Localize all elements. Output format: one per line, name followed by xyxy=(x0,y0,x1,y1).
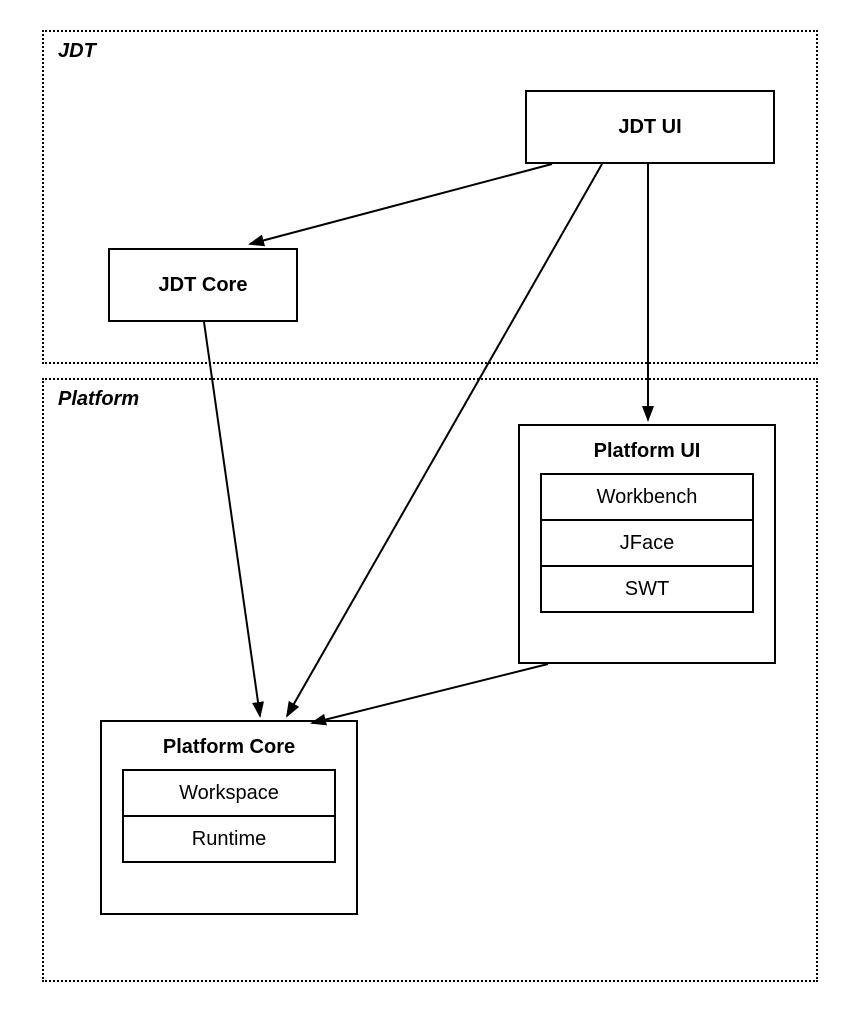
node-jdt-core: JDT Core xyxy=(108,248,298,322)
node-platform-ui: Platform UIWorkbenchJFaceSWT xyxy=(518,424,776,664)
diagram-canvas: JDTPlatformJDT UIJDT CorePlatform UIWork… xyxy=(0,0,858,1024)
node-item-platform-ui-0: Workbench xyxy=(540,473,754,521)
node-item-platform-ui-1: JFace xyxy=(540,519,754,567)
node-items-platform-core: WorkspaceRuntime xyxy=(122,769,336,863)
node-jdt-ui: JDT UI xyxy=(525,90,775,164)
container-label-platform: Platform xyxy=(58,388,139,411)
node-title-platform-core: Platform Core xyxy=(102,722,356,769)
node-item-platform-core-0: Workspace xyxy=(122,769,336,817)
container-label-jdt: JDT xyxy=(58,40,96,63)
node-item-platform-ui-2: SWT xyxy=(540,565,754,613)
node-items-platform-ui: WorkbenchJFaceSWT xyxy=(540,473,754,613)
node-title-platform-ui: Platform UI xyxy=(520,426,774,473)
node-platform-core: Platform CoreWorkspaceRuntime xyxy=(100,720,358,915)
node-item-platform-core-1: Runtime xyxy=(122,815,336,863)
